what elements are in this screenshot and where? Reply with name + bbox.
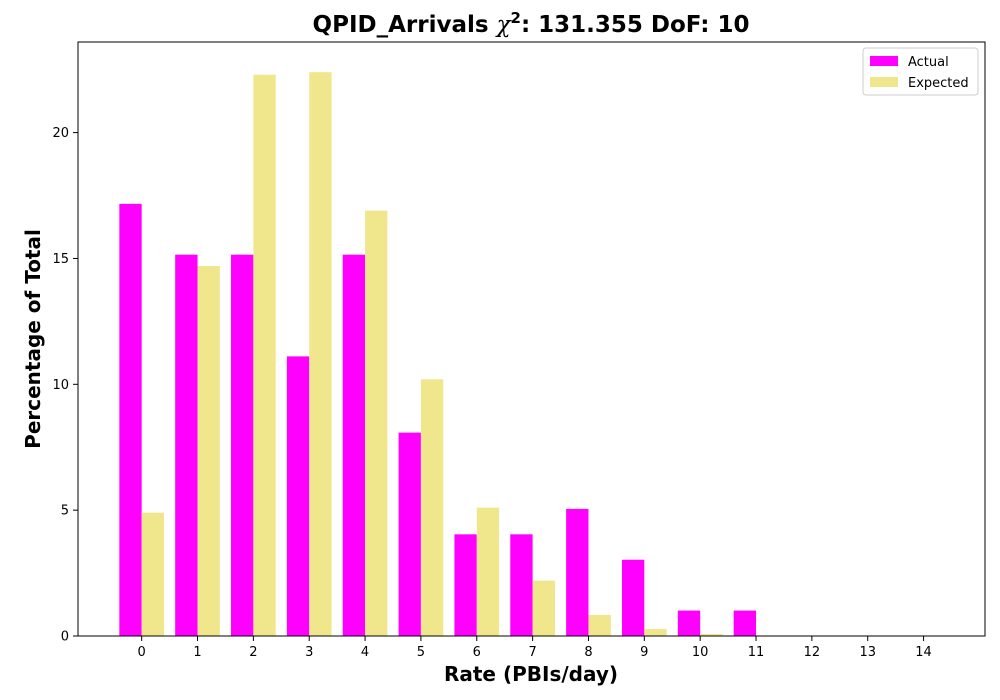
bar-actual-3: [286, 356, 310, 636]
bar-actual-6: [454, 534, 477, 636]
bar-expected-1: [197, 266, 220, 636]
x-tick-label-9: 9: [640, 645, 648, 660]
bar-actual-0: [119, 203, 142, 636]
bar-expected-9: [644, 628, 667, 636]
bar-actual-1: [175, 254, 198, 636]
legend-label-actual: Actual: [908, 55, 949, 70]
x-tick-label-13: 13: [859, 645, 876, 660]
bars-group: [119, 72, 946, 637]
x-tick-label-0: 0: [138, 645, 146, 660]
x-tick-label-12: 12: [804, 645, 821, 660]
bar-actual-4: [342, 254, 366, 636]
bar-actual-8: [566, 508, 589, 636]
bar-expected-7: [532, 580, 555, 636]
x-tick-label-1: 1: [193, 645, 201, 660]
chart-title-chi: χ: [495, 12, 513, 38]
x-tick-label-8: 8: [584, 645, 592, 660]
chart-title: QPID_Arrivals χ2: 131.355 DoF: 10: [313, 9, 750, 38]
chart-title-suffix: : 131.355 DoF: 10: [521, 12, 750, 38]
x-tick-label-10: 10: [692, 645, 709, 660]
bar-expected-0: [141, 512, 165, 636]
x-tick-label-14: 14: [915, 645, 932, 660]
plot-frame: [77, 41, 986, 637]
bar-actual-9: [621, 559, 645, 636]
bar-expected-4: [365, 210, 388, 636]
bar-actual-10: [677, 610, 701, 636]
bar-actual-7: [510, 534, 533, 636]
legend-swatch-expected: [870, 77, 898, 87]
x-tick-label-11: 11: [748, 645, 765, 660]
bar-expected-8: [588, 614, 611, 636]
y-tick-label-20: 20: [52, 126, 69, 141]
x-tick-label-5: 5: [417, 645, 425, 660]
bar-actual-2: [231, 254, 254, 636]
bar-expected-5: [420, 379, 444, 636]
chart-title-prefix: QPID_Arrivals: [313, 12, 497, 38]
bar-expected-6: [476, 507, 500, 636]
x-tick-label-3: 3: [305, 645, 313, 660]
x-tick-label-2: 2: [249, 645, 257, 660]
y-tick-label-15: 15: [52, 252, 69, 267]
bar-actual-5: [398, 432, 421, 636]
legend-swatch-actual: [870, 56, 898, 66]
y-axis-title: Percentage of Total: [21, 229, 45, 449]
y-tick-label-10: 10: [52, 378, 69, 393]
legend-label-expected: Expected: [908, 76, 969, 91]
chart-title-sup: 2: [511, 9, 521, 27]
x-axis-title: Rate (PBIs/day): [444, 662, 618, 686]
x-tick-label-7: 7: [528, 645, 536, 660]
x-tick-label-6: 6: [473, 645, 481, 660]
y-axis: 0 5 10 15 20: [52, 126, 78, 645]
bar-actual-11: [733, 610, 757, 636]
x-tick-label-4: 4: [361, 645, 369, 660]
bar-expected-10: [700, 633, 723, 636]
y-tick-label-0: 0: [61, 630, 69, 645]
bar-expected-2: [253, 74, 276, 637]
y-tick-label-5: 5: [61, 504, 69, 519]
x-axis: 0 1 2 3 4 5 6 7 8 9 10 11 12 13 14: [138, 636, 932, 660]
bar-expected-3: [309, 72, 332, 636]
legend: Actual Expected: [862, 47, 979, 96]
